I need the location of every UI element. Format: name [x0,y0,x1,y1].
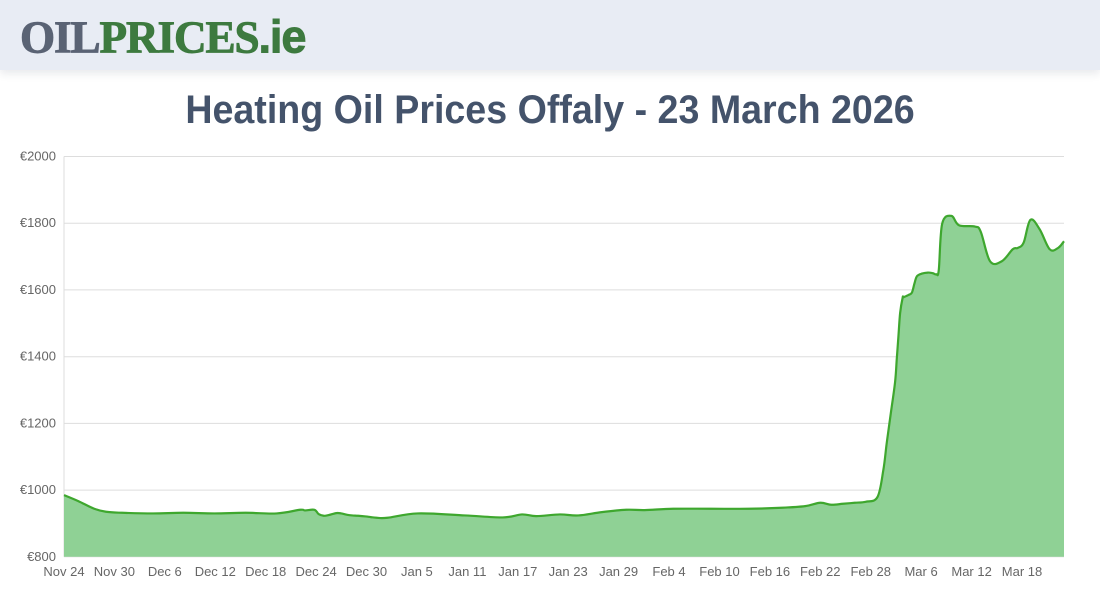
svg-text:Jan 5: Jan 5 [401,564,433,579]
svg-text:€1400: €1400 [20,349,56,364]
svg-text:Feb 10: Feb 10 [699,564,739,579]
svg-text:Feb 22: Feb 22 [800,564,840,579]
svg-text:€1600: €1600 [20,282,56,297]
svg-text:Dec 12: Dec 12 [195,564,236,579]
svg-text:€1800: €1800 [20,215,56,230]
svg-text:Dec 24: Dec 24 [295,564,336,579]
svg-text:€1000: €1000 [20,482,56,497]
svg-text:Mar 6: Mar 6 [904,564,937,579]
svg-text:€2000: €2000 [20,149,56,164]
svg-text:Dec 18: Dec 18 [245,564,286,579]
svg-text:Jan 11: Jan 11 [448,564,486,579]
svg-text:Mar 18: Mar 18 [1002,564,1042,579]
svg-text:Nov 30: Nov 30 [94,564,135,579]
svg-text:Dec 6: Dec 6 [148,564,182,579]
svg-text:Nov 24: Nov 24 [43,564,84,579]
svg-text:Feb 4: Feb 4 [652,564,685,579]
svg-text:Jan 17: Jan 17 [498,564,537,579]
svg-text:Jan 23: Jan 23 [549,564,588,579]
svg-text:Dec 30: Dec 30 [346,564,387,579]
svg-text:Jan 29: Jan 29 [599,564,638,579]
svg-text:€800: €800 [27,549,56,564]
svg-text:Feb 28: Feb 28 [850,564,890,579]
svg-text:Mar 12: Mar 12 [951,564,991,579]
svg-text:€1200: €1200 [20,415,56,430]
svg-text:Feb 16: Feb 16 [750,564,790,579]
